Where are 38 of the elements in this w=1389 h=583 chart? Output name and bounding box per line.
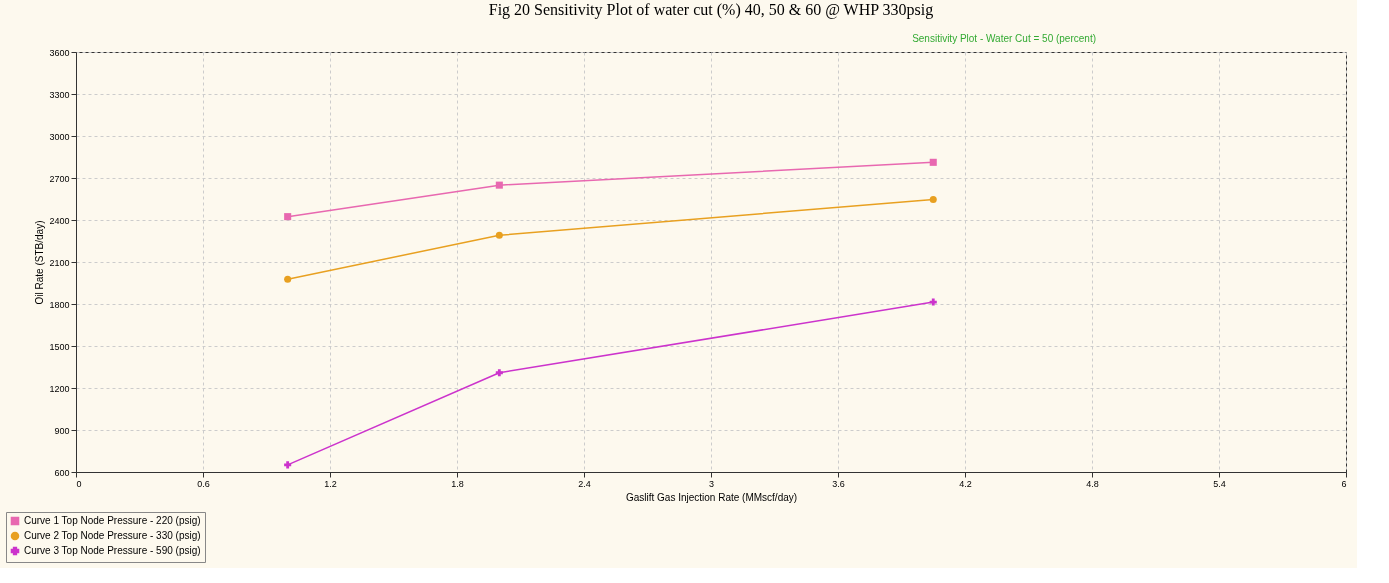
y-axis-title: Oil Rate (STB/day) [34, 220, 46, 305]
x-tick-label: 4.8 [1086, 478, 1099, 489]
x-tick-label: 2.4 [578, 478, 591, 489]
point [929, 298, 937, 306]
y-tick-label: 2400 [49, 215, 70, 226]
legend-label: Curve 3 Top Node Pressure - 590 (psig) [24, 545, 201, 556]
x-tick-label: 1.8 [451, 478, 464, 489]
point [495, 231, 503, 239]
x-tick-label: 0.6 [197, 478, 210, 489]
y-tick-label: 1500 [49, 341, 70, 352]
y-tick-label: 1200 [49, 383, 70, 394]
x-axis-title: Gaslift Gas Injection Rate (MMscf/day) [625, 491, 798, 503]
point [495, 181, 503, 189]
x-tick-label: 1.2 [324, 478, 337, 489]
y-tick-label: 3600 [49, 47, 70, 58]
point [284, 213, 292, 221]
x-tick-label: 5.4 [1213, 478, 1226, 489]
x-tick-label: 6 [1341, 478, 1347, 489]
legend-label: Curve 1 Top Node Pressure - 220 (psig) [24, 515, 201, 526]
y-tick-label: 3300 [49, 89, 70, 100]
x-tick-label: 3.6 [832, 478, 845, 489]
y-tick-label: 3000 [49, 131, 70, 142]
x-tick-label: 3 [708, 478, 715, 489]
point [284, 461, 292, 469]
point [929, 195, 937, 203]
x-tick-label: 4.2 [959, 478, 972, 489]
y-tick-label: 900 [54, 425, 70, 436]
point [929, 158, 937, 166]
point [284, 275, 292, 283]
legend-label: Curve 2 Top Node Pressure - 330 (psig) [24, 530, 201, 541]
y-tick-label: 2700 [49, 173, 70, 184]
chart-subtitle: Sensitivity Plot - Water Cut = 50 (percent) [912, 33, 1096, 44]
y-tick-label: 1800 [49, 299, 70, 310]
chart-title: Fig 20 Sensitivity Plot of water cut (%) 40, 50 & 60 @ WHP 330psig [488, 1, 934, 19]
y-tick-label: 600 [54, 467, 70, 478]
x-tick-label: 0 [76, 478, 82, 489]
y-tick-label: 2100 [49, 257, 70, 268]
point [495, 369, 503, 377]
